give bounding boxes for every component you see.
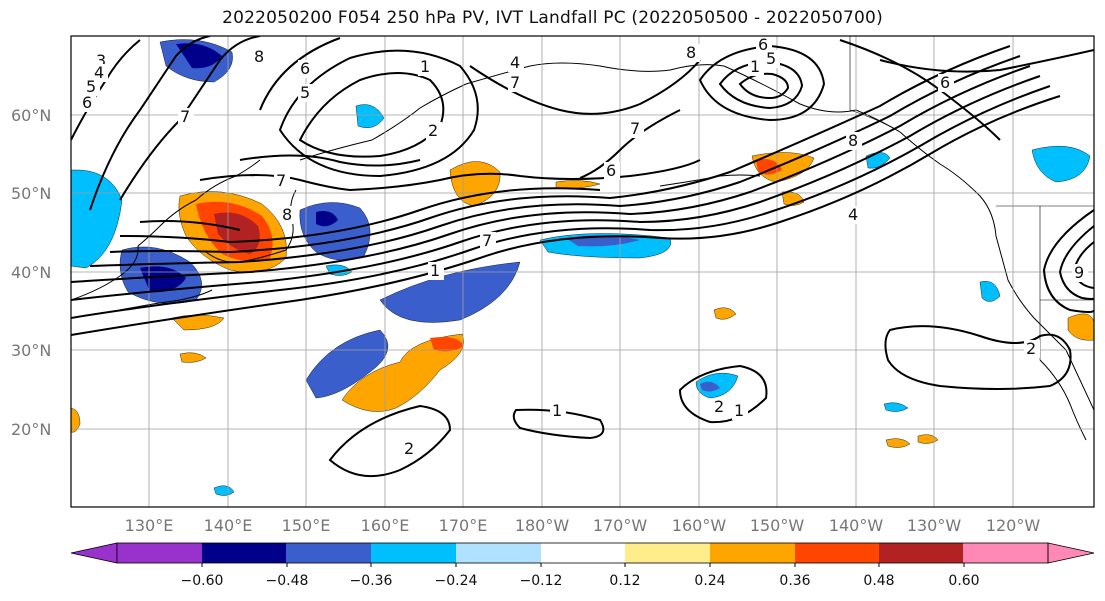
lon-label: 150°E: [282, 516, 331, 535]
lon-label: 170°E: [439, 516, 488, 535]
contour-label: 2: [1026, 339, 1036, 358]
lon-label: 140°E: [204, 516, 253, 535]
contour-label: 6: [300, 59, 310, 78]
map-plot-area: 3 4 5 6 7 8 1 2 6 5 4 7 6 8: [71, 35, 1094, 507]
contour-labels: 3 4 5 6 7 8 1 2 6 5 4 7 6 8: [80, 35, 1088, 458]
colorbar-tick-label: −0.60: [181, 573, 224, 589]
contour-label: 6: [758, 35, 768, 54]
contour-label: 1: [430, 261, 440, 280]
contour-label: 6: [940, 73, 950, 92]
contour-label: 7: [510, 73, 520, 92]
contour-label: 2: [714, 397, 724, 416]
latitude-labels: 60°N 50°N 40°N 30°N 20°N: [11, 106, 51, 439]
colorbar-tick-label: 0.24: [694, 573, 725, 589]
contour-label: 1: [734, 401, 744, 420]
contour-label: 9: [1074, 263, 1084, 282]
colorbar-frame: [116, 542, 1049, 564]
contour-label: 6: [82, 93, 92, 112]
contour-label: 2: [404, 439, 414, 458]
colorbar-bin: [879, 543, 964, 563]
contour-label: 2: [428, 121, 438, 140]
colorbar-bin: [286, 543, 372, 563]
colorbar-tick-label: 0.12: [609, 573, 640, 589]
map-title: 2022050200 F054 250 hPa PV, IVT Landfall…: [222, 8, 883, 28]
colorbar-bin: [202, 543, 287, 563]
contour-label: 3: [96, 51, 106, 70]
lon-label: 130°W: [907, 516, 962, 535]
colorbar-tick-label: −0.24: [435, 573, 478, 589]
contour-label: 7: [482, 231, 492, 250]
lat-label: 20°N: [11, 420, 51, 439]
contour-label: 1: [552, 401, 562, 420]
colorbar-tick-label: −0.36: [350, 573, 393, 589]
longitude-labels: 130°E 140°E 150°E 160°E 170°E 180°W 170°…: [125, 516, 1041, 535]
lon-label: 150°W: [750, 516, 805, 535]
lon-label: 120°W: [986, 516, 1041, 535]
colorbar-bin: [117, 543, 203, 563]
lon-label: 160°W: [672, 516, 727, 535]
contour-label: 8: [282, 205, 292, 224]
contour-label: 8: [848, 131, 858, 150]
contour-label: 5: [86, 77, 96, 96]
contour-label: 5: [300, 83, 310, 102]
colorbar-bin: [625, 543, 711, 563]
contour-label: 4: [510, 53, 520, 72]
contour-label: 8: [254, 47, 264, 66]
colorbar-ticks: −0.60 −0.48 −0.36 −0.24 −0.12 0.12 0.24 …: [181, 563, 980, 589]
contour-label: 4: [848, 205, 858, 224]
contour-label: 7: [630, 119, 640, 138]
colorbar-tick-label: 0.36: [779, 573, 810, 589]
contour-label: 5: [766, 49, 776, 68]
colorbar-tick-label: −0.48: [266, 573, 309, 589]
colorbar-bin: [710, 543, 796, 563]
contour-label: 1: [750, 57, 760, 76]
plot-frame: [70, 35, 1095, 508]
colorbar-extend-max: [1047, 542, 1095, 564]
colorbar-bin: [456, 543, 542, 563]
lon-label: 170°W: [593, 516, 648, 535]
colorbar-tick-label: −0.12: [520, 573, 563, 589]
lon-label: 160°E: [361, 516, 410, 535]
contour-label: 7: [180, 107, 190, 126]
lon-label: 140°W: [829, 516, 884, 535]
colorbar: −0.60 −0.48 −0.36 −0.24 −0.12 0.12 0.24 …: [70, 542, 1095, 589]
ivt-contours: [71, 36, 1094, 477]
contour-label: 8: [686, 43, 696, 62]
colorbar-extend-min: [70, 542, 118, 564]
lat-label: 30°N: [11, 341, 51, 360]
contour-label: 7: [276, 171, 286, 190]
colorbar-bin: [963, 543, 1049, 563]
lat-label: 60°N: [11, 106, 51, 125]
colorbar-tick-label: 0.48: [863, 573, 894, 589]
colorbar-tick-label: 0.60: [948, 573, 979, 589]
lat-label: 40°N: [11, 263, 51, 282]
colorbar-bin: [795, 543, 880, 563]
contour-label: 6: [606, 161, 616, 180]
contour-label: 1: [420, 57, 430, 76]
colorbar-bin: [541, 543, 626, 563]
colorbar-bin: [371, 543, 457, 563]
lat-label: 50°N: [11, 184, 51, 203]
contour-label: 4: [94, 63, 104, 82]
lon-label: 180°W: [515, 516, 570, 535]
lon-label: 130°E: [125, 516, 174, 535]
